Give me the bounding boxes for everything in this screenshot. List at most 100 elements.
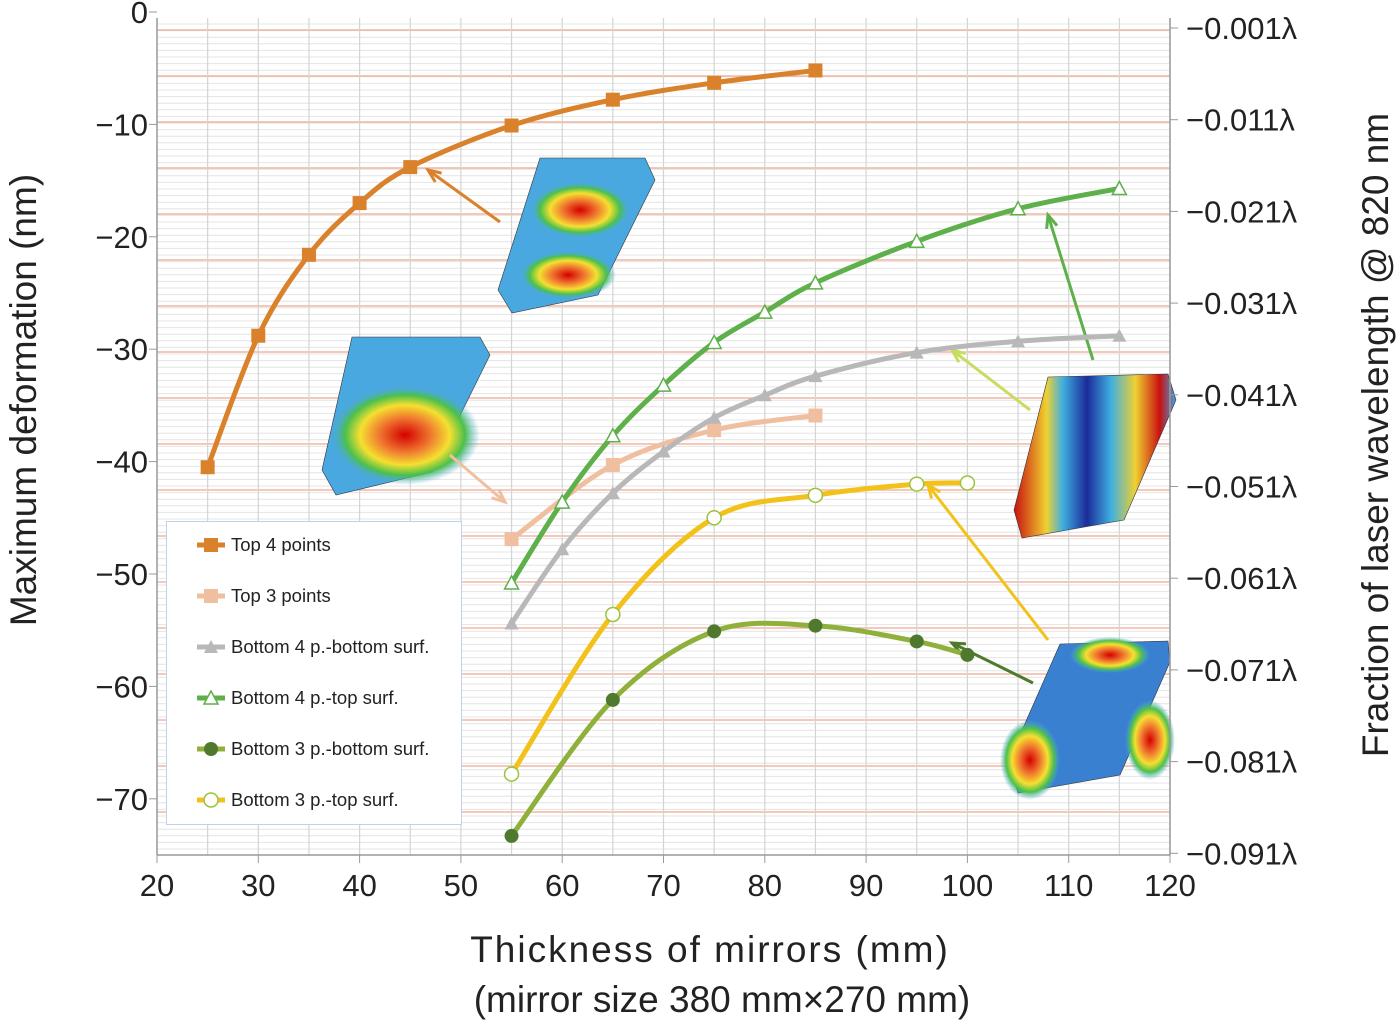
legend-swatch: [197, 690, 225, 705]
arrow-head: [491, 488, 508, 505]
series-line: [509, 333, 1122, 626]
inset-hotspot: [530, 182, 630, 238]
data-point-triangle: [1009, 200, 1027, 216]
legend-swatch: [197, 792, 225, 808]
y2-tick-label: −0.021λ: [1186, 194, 1298, 229]
legend-label: Bottom 4 p.-bottom surf.: [231, 636, 430, 657]
y-tick-label: −30: [95, 332, 148, 367]
legend-label: Bottom 3 p.-top surf.: [231, 789, 399, 810]
data-point-triangle: [604, 427, 622, 443]
x-tick-label: 100: [942, 868, 994, 903]
y2-axis-label: Fraction of laser wavelength @ 820 nm: [1355, 113, 1396, 757]
y2-tick-label: −0.041λ: [1186, 378, 1298, 413]
data-point-triangle: [553, 493, 571, 509]
data-point-triangle: [1011, 334, 1026, 348]
arrow-shaft: [951, 348, 1031, 412]
inset-hotspot: [1070, 637, 1150, 673]
data-point-circle: [503, 766, 520, 782]
legend-swatch: [197, 640, 225, 653]
y2-tick-label: −0.061λ: [1186, 561, 1298, 596]
data-point-triangle: [807, 274, 824, 290]
x-axis-sublabel: (mirror size 380 mm×270 mm): [474, 979, 971, 1020]
data-point-square: [707, 75, 722, 90]
data-point-square: [808, 63, 823, 78]
data-point-square: [204, 538, 218, 552]
y-tick-label: −20: [95, 220, 148, 255]
data-point-triangle: [756, 303, 774, 319]
data-point-triangle: [707, 410, 722, 424]
x-tick-label: 90: [849, 868, 883, 903]
x-axis-label: Thickness of mirrors (mm): [470, 929, 950, 970]
y2-tick-label: −0.081λ: [1186, 745, 1298, 780]
inset-top-3-points: [321, 336, 491, 496]
arrow-shaft: [427, 168, 501, 224]
inset-bottom-4-points: [1013, 373, 1177, 539]
data-point-circle: [504, 828, 519, 843]
legend-label: Top 4 points: [231, 534, 331, 555]
inset-hotspot: [1125, 700, 1175, 780]
data-point-triangle: [655, 376, 672, 392]
arrow-shaft: [449, 453, 506, 504]
data-point-square: [707, 423, 722, 438]
arrow-shaft: [926, 484, 1050, 641]
data-point-circle: [605, 606, 621, 623]
series-bottom-3-p-bottom-surf-: [504, 618, 975, 843]
data-point-triangle: [909, 345, 924, 359]
data-point-square: [504, 532, 519, 547]
annotation-arrow: [424, 167, 501, 224]
legend-swatch: [197, 589, 225, 603]
legend-swatch: [197, 742, 225, 756]
y2-tick-label: −0.031λ: [1186, 286, 1298, 321]
data-point-square: [504, 118, 519, 133]
x-tick-label: 120: [1144, 868, 1196, 903]
series-bottom-4-p-top-surf-: [503, 179, 1128, 590]
series-line: [509, 413, 818, 542]
data-point-circle: [960, 647, 975, 662]
data-point-triangle: [1111, 179, 1128, 196]
legend-item: Bottom 4 p.-top surf.: [195, 687, 399, 709]
legend-label: Bottom 3 p.-bottom surf.: [231, 738, 430, 759]
x-tick-label: 30: [241, 868, 275, 903]
data-point-circle: [909, 634, 924, 649]
y-tick-label: −60: [95, 669, 148, 704]
series-line: [205, 67, 818, 470]
deformation-insets: [321, 157, 1177, 800]
data-point-square: [605, 457, 620, 472]
data-point-circle: [203, 792, 219, 808]
legend-item: Top 3 points: [195, 585, 331, 607]
data-point-circle: [204, 742, 218, 756]
series-bottom-4-p-bottom-surf-: [504, 328, 1127, 630]
legend-label: Bottom 4 p.-top surf.: [231, 687, 399, 708]
y2-tick-label: −0.011λ: [1186, 103, 1295, 138]
data-point-circle: [605, 692, 620, 707]
inset-top-4-points: [497, 157, 656, 314]
series-bottom-3-p-top-surf-: [503, 475, 976, 782]
data-point-circle: [706, 510, 722, 526]
y2-tick-label: −0.051λ: [1186, 470, 1298, 505]
legend-item: Bottom 4 p.-bottom surf.: [195, 636, 429, 658]
legend: Top 4 points Top 3 points Bottom 4 p.-bott…: [166, 521, 462, 825]
y-tick-label: −70: [95, 782, 148, 817]
y2-tick-label: −0.091λ: [1186, 836, 1298, 871]
data-point-circle: [909, 476, 925, 492]
data-point-circle: [959, 475, 976, 491]
series-top-3-points: [504, 408, 823, 547]
x-tick-label: 60: [545, 868, 579, 903]
data-point-triangle: [605, 486, 620, 500]
data-point-square: [808, 408, 823, 423]
x-tick-label: 50: [444, 868, 478, 903]
x-tick-label: 110: [1044, 868, 1093, 903]
y-tick-label: −50: [95, 557, 148, 592]
data-point-circle: [808, 618, 823, 633]
data-point-triangle: [204, 640, 218, 653]
data-point-triangle: [656, 444, 671, 458]
legend-label: Top 3 points: [231, 585, 331, 606]
data-point-square: [251, 328, 266, 343]
x-tick-label: 70: [646, 868, 680, 903]
series-line: [509, 620, 970, 839]
y2-tick-label: −0.071λ: [1186, 653, 1298, 688]
legend-swatch: [197, 538, 225, 552]
y2-tick-label: −0.001λ: [1186, 11, 1298, 46]
inset-hotspot: [1000, 720, 1060, 800]
